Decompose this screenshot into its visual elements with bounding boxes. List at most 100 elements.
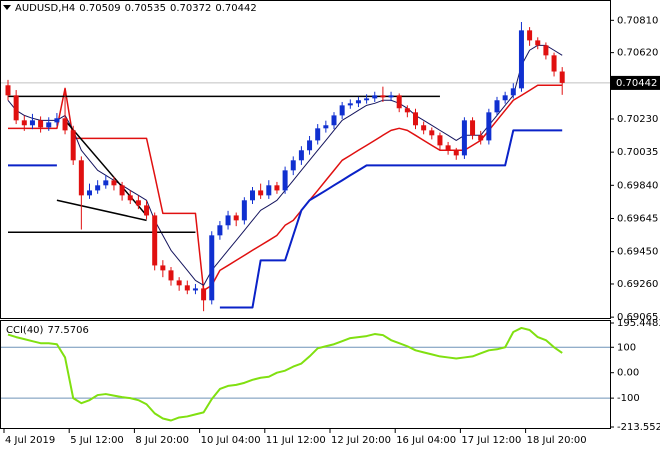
candle-body	[168, 270, 174, 281]
current-price-box	[611, 75, 660, 90]
x-tick-label: 10 Jul 04:00	[201, 435, 261, 446]
x-tick-label: 4 Jul 2019	[5, 435, 55, 446]
candle-body	[274, 185, 280, 191]
y-tick-label: 0.69645	[617, 213, 658, 224]
indicator-name: CCI(40)	[6, 325, 44, 336]
last-open: 0.70509	[79, 3, 120, 14]
x-tick-label: 16 Jul 04:00	[396, 435, 456, 446]
x-tick-label: 17 Jul 12:00	[461, 435, 521, 446]
candle-body	[70, 130, 76, 161]
candle-body	[135, 200, 141, 206]
indicator-y-tick-label: 0.00	[617, 368, 639, 379]
candle-body	[241, 200, 247, 221]
candle-body	[380, 95, 386, 98]
indicator-y-tick-label: -213.5528	[617, 422, 660, 433]
candle-body	[87, 190, 92, 196]
candle-body	[144, 205, 150, 216]
candle-body	[160, 265, 166, 271]
header-arrow	[3, 5, 11, 10]
last-high: 0.70535	[125, 3, 166, 14]
candle-body	[372, 95, 378, 99]
candle-body	[298, 150, 304, 161]
candle-body	[307, 140, 313, 151]
candle-body	[404, 108, 410, 113]
candle-body	[54, 118, 60, 123]
overlay-line	[8, 84, 563, 292]
candle-body	[437, 135, 443, 146]
candle-body	[502, 95, 508, 101]
indicator-line	[7, 326, 563, 422]
candle-body	[176, 280, 182, 286]
candle-body	[5, 85, 11, 96]
candle-body	[111, 180, 117, 186]
y-tick-label: 0.69840	[617, 180, 658, 191]
x-tick-label: 8 Jul 20:00	[135, 435, 189, 446]
candle-body	[518, 30, 524, 89]
indicator-header: CCI(40) 77.5706	[6, 325, 89, 336]
candle-body	[527, 30, 533, 41]
candle-body	[290, 160, 296, 171]
candle-body	[461, 120, 467, 156]
candle-body	[331, 115, 337, 126]
overlay-line	[8, 129, 563, 309]
candle-body	[29, 120, 35, 126]
candle-body	[95, 185, 101, 191]
candle-body	[388, 95, 394, 98]
candle-body	[453, 150, 459, 156]
candle-body	[258, 190, 264, 196]
y-tick-label: 0.70035	[617, 147, 658, 158]
main-frame	[0, 0, 611, 319]
y-tick-label: 0.70810	[617, 15, 658, 26]
candle-body	[250, 190, 255, 201]
last-low: 0.70372	[170, 3, 211, 14]
candle-body	[355, 100, 361, 104]
trendline	[64, 119, 148, 216]
indicator-y-tick-label: 195.4483	[617, 318, 660, 329]
candle-body	[486, 112, 492, 141]
y-tick-label: 0.69450	[617, 247, 658, 258]
candle-body	[127, 195, 133, 201]
candle-body	[282, 170, 288, 191]
indicator-last-value: 77.5706	[47, 325, 88, 336]
candle-body	[551, 55, 557, 72]
candle-body	[38, 120, 44, 128]
x-tick-label: 12 Jul 20:00	[331, 435, 391, 446]
candle-body	[46, 122, 52, 128]
candle-body	[339, 105, 345, 116]
candle-body	[413, 112, 418, 126]
trendline	[56, 199, 147, 222]
candle-body	[192, 288, 198, 291]
candle-body	[429, 130, 435, 136]
chart-header: AUDUSD,H4 0.70509 0.70535 0.70372 0.70442	[15, 3, 257, 14]
indicator-frame	[0, 320, 611, 429]
candle-body	[347, 103, 353, 106]
candle-body	[315, 128, 321, 141]
candle-body	[184, 285, 190, 291]
candle-body	[364, 98, 370, 101]
candle-body	[233, 215, 239, 221]
symbol: AUDUSD,H4	[15, 3, 75, 14]
x-tick-label: 5 Jul 12:00	[70, 435, 124, 446]
candle-body	[217, 225, 223, 236]
candle-body	[209, 235, 215, 301]
candle-body	[543, 45, 549, 56]
candle-body	[62, 118, 68, 131]
candle-body	[478, 135, 484, 141]
x-tick-label: 18 Jul 20:00	[527, 435, 587, 446]
candle-layer	[5, 22, 565, 312]
candle-body	[78, 160, 84, 196]
candle-body	[225, 215, 231, 226]
x-tick-label: 11 Jul 12:00	[266, 435, 326, 446]
candle-body	[421, 125, 427, 131]
candle-body	[510, 88, 516, 96]
candle-body	[119, 185, 125, 196]
indicator-y-tick-label: 100	[617, 342, 636, 353]
y-tick-label: 0.70230	[617, 114, 658, 125]
candle-body	[396, 95, 402, 109]
candle-body	[445, 145, 451, 151]
last-close: 0.70442	[215, 3, 256, 14]
candle-body	[494, 100, 500, 113]
